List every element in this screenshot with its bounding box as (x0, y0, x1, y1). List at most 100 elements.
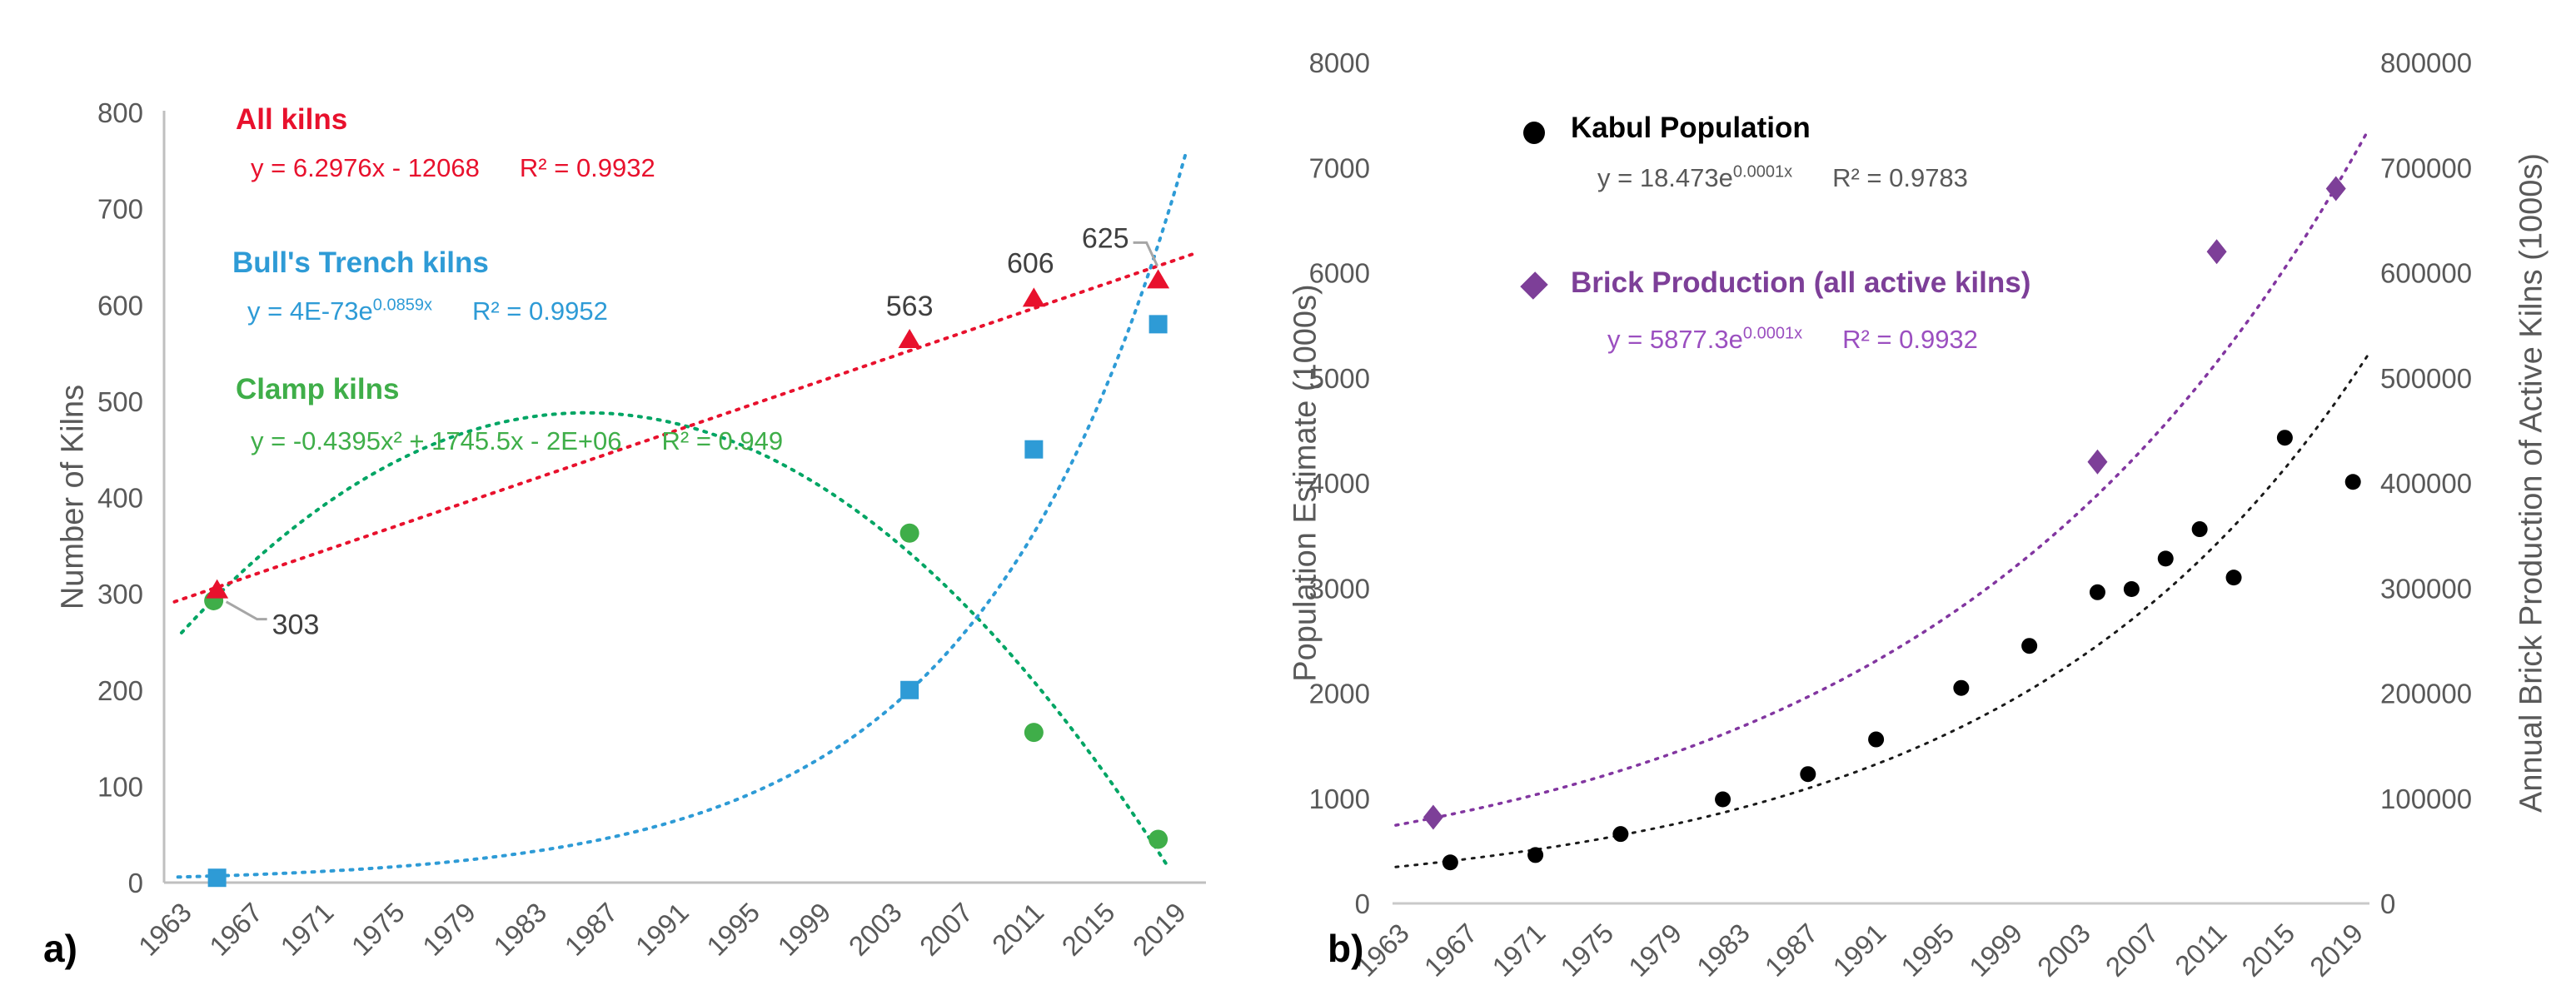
panel-b-xtick-2019: 2019 (2304, 918, 2369, 983)
panel-b-xtick-1979: 1979 (1622, 918, 1687, 983)
data-point-kabul-population-1996 (1953, 679, 1970, 696)
panel-a-ytick-200: 200 (97, 675, 143, 706)
trendline-bulls-trench-kilns (176, 152, 1188, 879)
data-point-all-kilns-2004 (898, 329, 921, 349)
axis-title-population-estimate: Population Estimate (1000s) (1288, 284, 1323, 682)
data-point-all-kilns-1965 (206, 579, 229, 599)
panel-b-right-ytick-300000: 300000 (2380, 573, 2472, 604)
panel-a-ytick-800: 800 (97, 97, 143, 128)
panel-b-xtick-1999: 1999 (1963, 918, 2028, 983)
trendline-kabul-population (1394, 349, 2373, 868)
legend-label-all-kilns: All kilns (236, 103, 348, 136)
data-point-all-kilns-2011 (1022, 287, 1045, 307)
panel-b-xtick-1971: 1971 (1486, 918, 1551, 983)
panel-b-xtick-1983: 1983 (1691, 918, 1756, 983)
data-label-303: 303 (272, 609, 320, 641)
panel-b-right-ytick-100000: 100000 (2380, 784, 2472, 814)
axis-title-annual-brick-production: Annual Brick Production of Active Kilns … (2514, 152, 2549, 813)
equation-exponent: 0.0001x (1742, 324, 1803, 343)
panel-b-left-ytick-5000: 5000 (1309, 363, 1370, 394)
data-point-bull-s-trench-kilns-2004 (900, 680, 919, 699)
panel-b-right-ytick-0: 0 (2380, 888, 2395, 919)
data-label-606: 606 (1007, 247, 1054, 279)
equation-r-squared: R² = 0.9932 (1842, 325, 1978, 354)
panel-b-xtick-1991: 1991 (1826, 918, 1891, 983)
data-point-brick-production-all-active-kilns--2011 (2206, 239, 2227, 265)
equation-exponent: 0.0859x (372, 296, 432, 315)
panel-b-left-ytick-3000: 3000 (1309, 573, 1370, 604)
leader-line-625 (1133, 241, 1158, 266)
panel-b-xtick-1975: 1975 (1554, 918, 1619, 983)
panel-a-xtick-2019: 2019 (1127, 897, 1192, 962)
data-point-kabul-population-1966 (1442, 854, 1458, 871)
data-label-625: 625 (1082, 222, 1129, 254)
trendline-clamp-kilns (180, 410, 1169, 868)
panel-a-ytick-300: 300 (97, 579, 143, 609)
data-point-clamp-kilns-2004 (899, 523, 919, 543)
panel-b-right-ytick-200000: 200000 (2380, 679, 2472, 709)
panel-a-xtick-1963: 1963 (132, 897, 197, 962)
data-point-kabul-population-1976 (1612, 826, 1629, 843)
panel-b-left-ytick-1000: 1000 (1309, 784, 1370, 814)
data-point-bull-s-trench-kilns-2011 (1024, 440, 1044, 459)
trend-equation-kabul-population: y = 18.473e0.0001x R² = 0.9783 (1597, 162, 1968, 192)
panel-a-xtick-1983: 1983 (487, 897, 552, 962)
panel-a-xtick-1987: 1987 (559, 897, 624, 962)
trend-equation-brick-production: y = 5877.3e0.0001x R² = 0.9932 (1607, 324, 1978, 354)
panel-a-xtick-1991: 1991 (630, 897, 695, 962)
data-point-kabul-population-2004 (2089, 584, 2105, 600)
panel-a-xtick-1979: 1979 (416, 897, 481, 962)
data-point-kabul-population-1971 (1527, 847, 1544, 863)
data-point-clamp-kilns-2018 (1148, 829, 1168, 849)
equation-r-squared: R² = 0.9932 (519, 153, 655, 182)
panel-a-ytick-100: 100 (97, 771, 143, 802)
panel-b-xtick-2007: 2007 (2100, 918, 2165, 983)
panel-a-ytick-0: 0 (128, 868, 143, 898)
panel-b-xtick-2015: 2015 (2235, 918, 2300, 983)
equation-exponent: 0.0001x (1732, 162, 1793, 182)
panel-b-left-ytick-4000: 4000 (1309, 468, 1370, 499)
data-point-brick-production-all-active-kilns--2004 (2087, 449, 2108, 475)
panel-a-xtick-2015: 2015 (1056, 897, 1121, 962)
panel-b-left-ytick-7000: 7000 (1309, 152, 1370, 183)
panel-a-xtick-2011: 2011 (986, 897, 1049, 960)
panel-a-xtick-1995: 1995 (700, 897, 765, 962)
legend-marker-kabul-population-circle (1523, 122, 1545, 144)
data-point-bull-s-trench-kilns-1965 (207, 868, 227, 888)
panel-a-ytick-700: 700 (97, 194, 143, 225)
panel-b-xtick-1995: 1995 (1895, 918, 1960, 983)
legend-label-bulls-trench-kilns: Bull's Trench kilns (232, 246, 489, 279)
panel-a-ytick-400: 400 (97, 483, 143, 514)
panel-a-xtick-1971: 1971 (274, 897, 339, 962)
equation-r-squared: R² = 0.9952 (471, 296, 608, 326)
panel-b-letter: b) (1328, 927, 1364, 970)
panel-b-right-ytick-700000: 700000 (2380, 152, 2472, 183)
panel-a-xtick-1999: 1999 (771, 897, 836, 962)
data-point-kabul-population-1987 (1800, 766, 1816, 783)
data-point-kabul-population-2012 (2225, 570, 2242, 586)
equation-r-squared: R² = 0.9783 (1832, 163, 1968, 192)
panel-a-letter: a) (43, 927, 77, 970)
data-point-kabul-population-2019 (2344, 474, 2361, 490)
panel-b-right-ytick-600000: 600000 (2380, 258, 2472, 289)
panel-a-xtick-1967: 1967 (203, 897, 268, 962)
data-point-kabul-population-2008 (2157, 550, 2174, 567)
panel-b-xtick-2011: 2011 (2169, 918, 2232, 981)
data-point-bull-s-trench-kilns-2018 (1148, 315, 1168, 334)
panel-a-xtick-1975: 1975 (346, 897, 411, 962)
data-point-kabul-population-2010 (2191, 521, 2208, 538)
data-point-kabul-population-1982 (1715, 791, 1731, 808)
data-point-all-kilns-2018 (1147, 269, 1170, 289)
axis-title-number-of-kilns: Number of Kilns (55, 384, 91, 610)
panel-a-xtick-2003: 2003 (843, 897, 908, 962)
trendline-brick-production (1394, 132, 2369, 827)
panel-b-left-ytick-6000: 6000 (1309, 258, 1370, 289)
trend-equation-bulls-trench-kilns: y = 4E-73e0.0859x R² = 0.9952 (247, 296, 608, 326)
data-point-kabul-population-2015 (2276, 430, 2293, 446)
panel-b-right-ytick-400000: 400000 (2380, 468, 2472, 499)
trendline-all-kilns (172, 251, 1198, 604)
legend-label-brick-production: Brick Production (all active kilns) (1571, 266, 2031, 299)
panel-b-left-ytick-2000: 2000 (1309, 679, 1370, 709)
legend-label-clamp-kilns: Clamp kilns (236, 373, 400, 405)
